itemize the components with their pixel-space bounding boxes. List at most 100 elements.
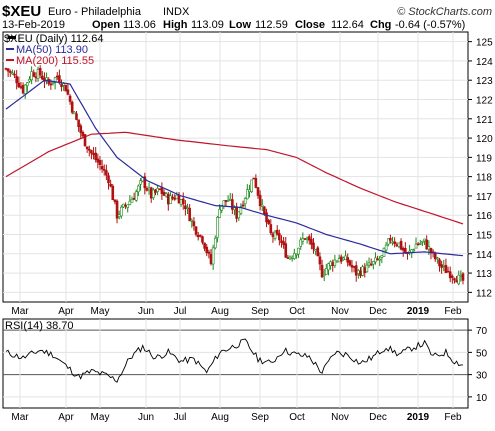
rsi-x-tick-label: 2019 [407,412,430,423]
candle-body [13,73,16,76]
candle-body [292,253,296,259]
candle-body [53,77,57,83]
candle-body [280,240,283,243]
candle-body [137,185,140,193]
candle-body [209,254,213,265]
candle-body [85,146,89,150]
candle-body [448,271,452,279]
candle-body [427,246,431,250]
price-x-axis: Mar Apr May Jun Jul Aug Sep Oct Nov Dec 2019 Feb [11,306,462,317]
candle-body [147,187,151,191]
ma50-line [5,79,464,257]
candle-body [433,252,437,260]
candle-body [87,148,91,151]
candle-body [107,175,110,184]
price-tick-label: 114 [476,250,492,261]
candle-body [378,258,382,261]
candle-body [177,194,181,204]
candle-body [207,251,211,254]
candle-body [250,179,253,193]
ma200-layer [5,131,464,225]
candle-body [337,258,341,263]
rsi-x-tick-label: Feb [444,412,462,423]
candle-body [363,267,367,273]
candle-body [380,255,384,258]
price-x-tick-label: Sep [251,306,269,317]
quote-date: 13-Feb-2019 [2,19,65,31]
candle-body [275,229,279,235]
candle-body [32,72,36,77]
candle-body [73,111,76,115]
candle-body [228,198,232,201]
price-x-tick-label: Feb [444,306,462,317]
rsi-x-axis: Mar Apr May Jun Jul Aug Sep Oct Nov Dec 2019 Feb [11,412,462,423]
price-tick-label: 117 [476,192,492,203]
candle-body [26,82,29,86]
candle-body [216,217,219,238]
candle-body [68,95,72,102]
candle-body [171,196,174,199]
rsi-x-tick-label: Jun [138,412,154,423]
price-tick-label: 125 [476,38,493,49]
candle-body [414,243,418,249]
rsi-x-tick-label: Aug [211,412,229,423]
candle-body [416,243,420,246]
candle-body [75,113,78,120]
price-tick-label: 123 [476,76,493,87]
candle-body [342,257,345,261]
candle-body [372,261,375,265]
candle-body [322,274,326,276]
candle-body [350,265,354,268]
stockcharts-credit: © StockCharts.com [397,6,492,18]
price-x-tick-label: May [91,306,110,317]
candle-body [263,206,266,215]
price-tick-label: 119 [476,153,492,164]
symbol-title: $XEU [2,3,41,20]
candle-body [301,238,305,242]
candle-body [49,83,53,86]
price-tick-label: 120 [476,134,493,145]
candle-body [425,239,428,250]
candle-body [175,194,179,200]
price-x-tick-label: Nov [331,306,349,317]
candle-body [239,206,243,214]
price-tick-label: 121 [476,115,493,126]
candle-body [348,260,352,266]
candle-body [436,257,439,260]
candle-body [391,241,394,244]
legend-rsi: RSI(14) 38.70 [5,320,73,332]
candle-body [41,75,44,80]
rsi-x-tick-label: Sep [251,412,269,423]
candle-body [149,187,153,199]
candle-body [327,263,330,271]
close-value: 112.64 [331,19,364,31]
candle-body [205,246,209,254]
candle-body [201,236,204,243]
chg-value: -0.64 (-0.57%) [395,19,465,31]
price-x-tick-label: Aug [211,306,229,317]
open-value: 113.06 [123,19,156,31]
candle-body [30,71,33,81]
candle-body [267,220,270,225]
candle-body [357,270,360,274]
candle-body [28,79,31,82]
candle-body [222,200,226,207]
candle-body [421,241,424,243]
candle-body [453,278,456,281]
candle-body [4,68,8,70]
high-value: 113.09 [191,19,224,31]
candle-body [288,256,292,260]
rsi-x-tick-label: May [91,412,110,423]
rsi-line [5,338,463,383]
candle-body [459,274,463,277]
candle-body [224,200,228,203]
exchange-label: INDX [163,6,190,18]
candle-body [265,212,268,223]
rsi-tick-label: 50 [476,348,488,359]
candle-body [143,176,147,189]
chg-label: Chg [370,19,391,31]
price-x-tick-label: Jul [174,306,187,317]
candle-body [273,231,277,239]
candle-body [410,249,414,253]
candle-body [440,264,443,268]
